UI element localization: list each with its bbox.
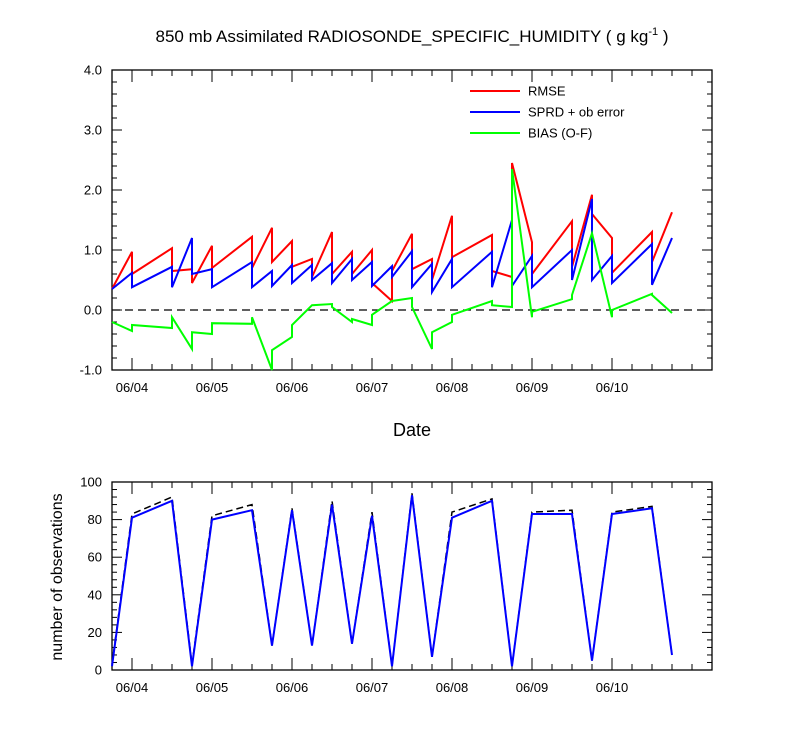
bottom-chart: 06/04 06/05 06/06 06/07 06/08 06/09 06/10 0 20 40…	[80, 475, 713, 695]
top-chart-title: 850 mb Assimilated RADIOSONDE_SPECIFIC_H…	[156, 26, 669, 46]
top-x-tick-label: 06/07	[356, 380, 389, 395]
top-series-line-bias-o-f	[111, 168, 673, 371]
top-x-tick-label: 06/05	[196, 380, 229, 395]
top-chart-x-axis-title: Date	[393, 420, 431, 440]
bottom-x-tick-label: 06/06	[276, 680, 309, 695]
top-y-tick-label: 4.0	[84, 63, 102, 78]
bottom-series-line-used-observations	[111, 495, 673, 667]
top-x-tick-label: 06/09	[516, 380, 549, 395]
top-y-tick-label: 1.0	[84, 243, 102, 258]
top-x-tick-label: 06/06	[276, 380, 309, 395]
bottom-y-tick-label: 0	[95, 663, 102, 678]
bottom-y-tick-label: 40	[88, 587, 102, 602]
top-x-tick-label: 06/08	[436, 380, 469, 395]
bottom-x-tick-label: 06/08	[436, 680, 469, 695]
top-y-tick-label: -1.0	[80, 363, 102, 378]
bottom-chart-y-axis-title: number of observations	[49, 493, 66, 660]
top-x-tick-label: 06/04	[116, 380, 149, 395]
bottom-y-tick-label: 20	[88, 625, 102, 640]
bottom-x-tick-label: 06/05	[196, 680, 229, 695]
bottom-y-tick-label: 100	[80, 475, 102, 490]
bottom-x-tick-label: 06/10	[596, 680, 629, 695]
top-y-tick-label: 3.0	[84, 123, 102, 138]
legend-label: BIAS (O-F)	[528, 126, 592, 141]
bottom-x-tick-label: 06/04	[116, 680, 149, 695]
legend-label: RMSE	[528, 84, 566, 99]
top-chart: 06/04 06/05 06/06 06/07 06/08 06/09 06/10 -1.0 0…	[80, 63, 713, 395]
top-y-tick-label: 2.0	[84, 183, 102, 198]
legend-label: SPRD + ob error	[528, 105, 625, 120]
bottom-x-tick-label: 06/07	[356, 680, 389, 695]
top-y-tick-label: 0.0	[84, 303, 102, 318]
top-series-line-rmse	[111, 162, 673, 304]
top-series-line-sprd-ob-error	[111, 198, 673, 296]
bottom-y-tick-label: 60	[88, 550, 102, 565]
bottom-x-tick-label: 06/09	[516, 680, 549, 695]
bottom-y-tick-label: 80	[88, 512, 102, 527]
top-x-tick-label: 06/10	[596, 380, 629, 395]
